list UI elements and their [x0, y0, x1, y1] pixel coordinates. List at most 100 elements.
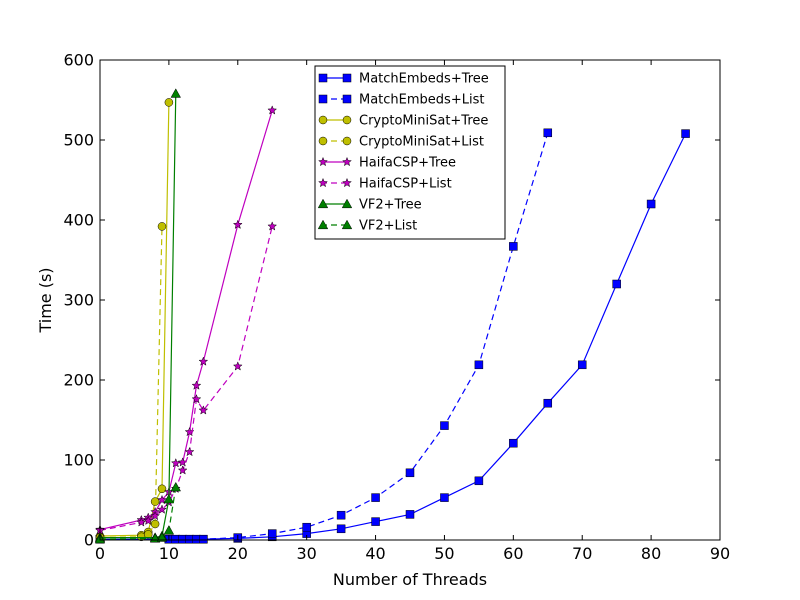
legend-marker [318, 73, 328, 83]
legend-marker [317, 198, 329, 209]
legend-marker [342, 136, 352, 146]
legend-entry: VF2+List [317, 219, 417, 234]
data-point [612, 279, 621, 289]
y-tick-label: 300 [63, 291, 94, 310]
legend-entry: MatchEmbeds+Tree [318, 72, 489, 87]
legend-marker [318, 136, 328, 146]
data-point [267, 221, 278, 231]
y-tick-label: 400 [63, 211, 94, 230]
x-tick-label: 90 [710, 544, 730, 563]
y-axis-label: Time (s) [36, 267, 55, 333]
x-tick-label: 60 [503, 544, 523, 563]
legend-marker [318, 156, 328, 167]
data-point [170, 88, 182, 98]
legend-marker [342, 94, 352, 104]
data-point [543, 128, 553, 138]
y-tick-label: 0 [84, 531, 94, 550]
legend-marker [341, 219, 353, 230]
data-point [405, 468, 415, 478]
data-point [543, 398, 553, 408]
data-point [509, 242, 518, 251]
data-point [163, 493, 175, 504]
data-point [157, 494, 167, 505]
legend-label: VF2+List [359, 219, 417, 234]
data-point [191, 393, 202, 404]
data-point [336, 510, 346, 520]
x-tick-label: 50 [434, 544, 454, 563]
data-point [164, 98, 174, 107]
data-point [170, 481, 182, 492]
legend-marker [318, 177, 328, 188]
series-1 [95, 128, 553, 544]
legend-label: HaifaCSP+List [359, 177, 452, 192]
data-point [440, 493, 449, 502]
legend-marker [318, 115, 328, 125]
data-point [198, 356, 209, 366]
data-point [157, 504, 167, 514]
data-point [150, 519, 160, 529]
legend-label: CryptoMiniSat+Tree [359, 114, 488, 129]
x-tick-label: 0 [95, 544, 105, 563]
data-point [474, 360, 484, 370]
x-tick-label: 10 [159, 544, 179, 563]
y-tick-label: 600 [63, 51, 94, 70]
legend-marker [342, 115, 352, 125]
data-point [156, 532, 168, 542]
y-tick-label: 500 [63, 131, 94, 150]
x-tick-label: 30 [296, 544, 316, 563]
legend: MatchEmbeds+Tree MatchEmbeds+List CryptoMi… [314, 65, 506, 240]
data-point [191, 380, 202, 390]
legend-entry: HaifaCSP+List [318, 177, 452, 192]
legend-marker [342, 177, 352, 188]
data-point [136, 517, 147, 527]
data-point [184, 446, 195, 457]
legend-marker [317, 219, 329, 230]
data-point [405, 510, 415, 519]
data-point [267, 105, 278, 115]
data-point [143, 515, 154, 526]
legend-label: HaifaCSP+Tree [359, 156, 456, 171]
x-axis-label: Number of Threads [333, 570, 487, 589]
legend-marker [342, 73, 352, 83]
data-point [440, 421, 449, 430]
series-layer [94, 88, 690, 544]
data-point [150, 510, 161, 521]
y-tick-label: 200 [63, 371, 94, 390]
legend-entry: CryptoMiniSat+Tree [318, 114, 488, 129]
data-point [646, 199, 656, 209]
series-line [99, 226, 163, 539]
data-point [371, 493, 380, 502]
x-tick-label: 70 [572, 544, 592, 563]
legend-label: MatchEmbeds+Tree [359, 72, 489, 87]
data-point [157, 484, 167, 494]
data-point [157, 222, 167, 231]
data-point [336, 524, 346, 534]
data-point [163, 525, 175, 535]
legend-label: MatchEmbeds+List [359, 93, 484, 108]
data-point [232, 219, 243, 230]
data-point [681, 129, 690, 138]
data-point [198, 405, 209, 415]
legend-entry: CryptoMiniSat+List [318, 135, 484, 150]
data-point [509, 438, 518, 448]
data-point [177, 465, 188, 475]
x-tick-label: 80 [641, 544, 661, 563]
data-point [143, 530, 153, 539]
ticks-layer: 0 10 20 30 40 50 60 70 80 90 0 100 200 300 400 500 600 [63, 51, 730, 564]
data-point [371, 517, 380, 526]
legend-label: CryptoMiniSat+List [359, 135, 484, 150]
legend-marker [341, 198, 353, 209]
legend-entry: HaifaCSP+Tree [318, 156, 456, 171]
data-point [474, 476, 484, 486]
y-tick-label: 100 [63, 451, 94, 470]
legend-marker [318, 94, 328, 104]
legend-marker [342, 156, 352, 167]
legend-label: VF2+Tree [359, 198, 422, 213]
data-point [302, 522, 311, 532]
data-point [267, 529, 277, 538]
x-tick-label: 20 [228, 544, 248, 563]
x-tick-label: 40 [365, 544, 385, 563]
data-point [199, 534, 208, 544]
data-point [232, 361, 243, 371]
